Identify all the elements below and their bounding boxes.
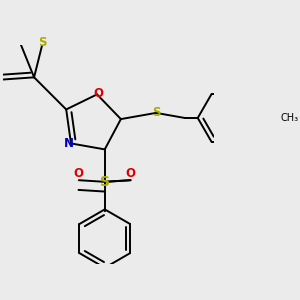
Text: S: S — [152, 106, 160, 119]
Text: N: N — [64, 137, 74, 150]
Text: O: O — [74, 167, 84, 180]
Text: O: O — [94, 87, 104, 100]
Text: S: S — [38, 36, 46, 49]
Text: S: S — [100, 175, 110, 189]
Text: CH₃: CH₃ — [280, 113, 298, 123]
Text: O: O — [126, 167, 136, 180]
